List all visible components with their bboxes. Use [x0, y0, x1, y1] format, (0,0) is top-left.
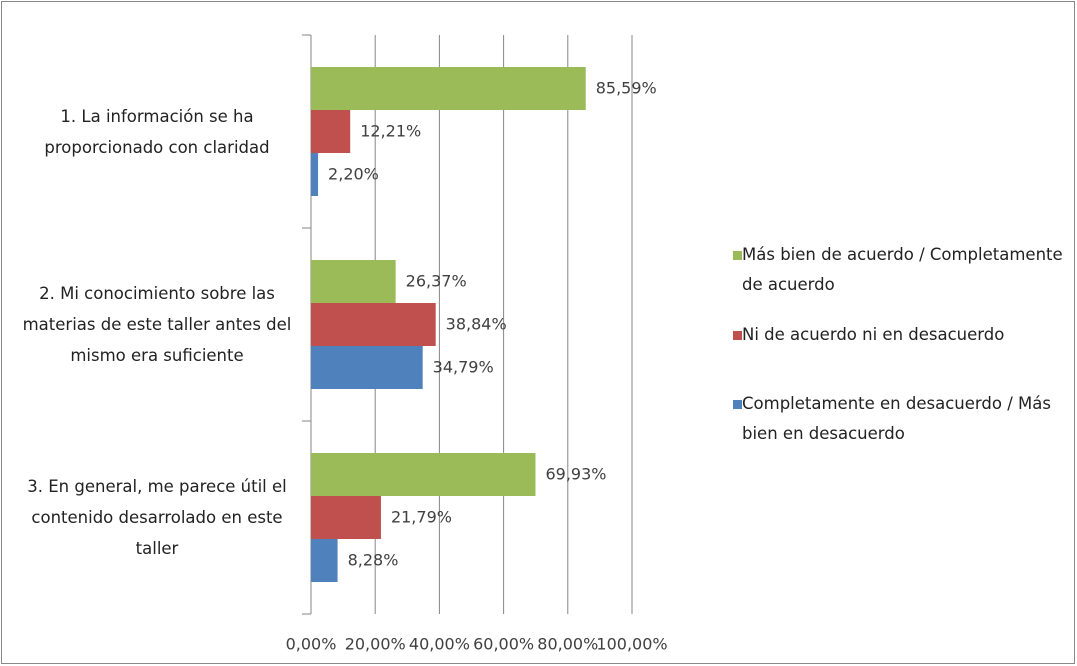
bar	[311, 67, 586, 110]
bar	[311, 153, 319, 196]
data-label: 85,59%	[596, 79, 657, 98]
x-tick-label: 100,00%	[596, 635, 667, 654]
data-label: 12,21%	[360, 122, 421, 141]
legend-swatch	[733, 331, 742, 340]
x-tick-label: 20,00%	[345, 635, 406, 654]
legend-label: Ni de acuerdo ni en desacuerdo	[742, 325, 1005, 344]
legend-label: Más bien de acuerdo / Completamente de a…	[742, 245, 1063, 294]
bar	[311, 496, 381, 539]
x-tick-label: 80,00%	[537, 635, 598, 654]
bar	[311, 110, 351, 153]
data-label: 8,28%	[348, 551, 399, 570]
data-label: 2,20%	[328, 165, 379, 184]
data-label: 69,93%	[545, 465, 606, 484]
x-tick-label: 0,00%	[286, 635, 337, 654]
bar	[311, 539, 338, 582]
category-label: 1. La información se ha proporcionado co…	[44, 106, 270, 157]
legend-swatch	[733, 400, 742, 409]
data-label: 21,79%	[391, 508, 452, 527]
bar	[311, 303, 436, 346]
legend-swatch	[733, 251, 742, 260]
data-label: 34,79%	[433, 358, 494, 377]
data-label: 38,84%	[446, 315, 507, 334]
data-label: 26,37%	[406, 272, 467, 291]
bar	[311, 346, 423, 389]
category-label: 2. Mi conocimiento sobre las materias de…	[22, 284, 292, 365]
x-tick-label: 60,00%	[473, 635, 534, 654]
bar	[311, 453, 536, 496]
category-label: 3. En general, me parece útil el conteni…	[27, 477, 287, 558]
legend-label: Completamente en desacuerdo / Más bien e…	[742, 394, 1051, 443]
x-tick-label: 40,00%	[409, 635, 470, 654]
bar	[311, 260, 396, 303]
